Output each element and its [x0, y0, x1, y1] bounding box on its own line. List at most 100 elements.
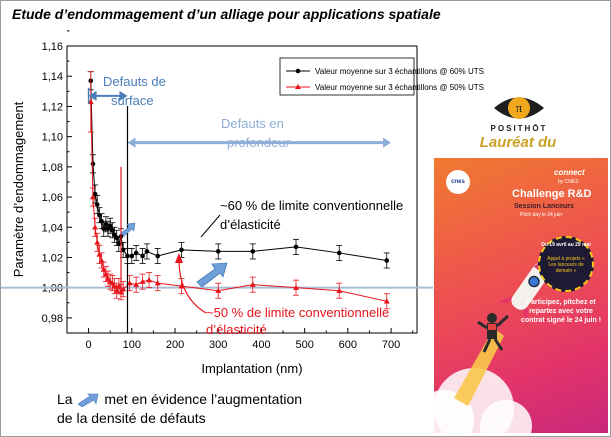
slide-title: Etude d’endommagement d’un alliage pour …	[12, 6, 441, 22]
depth-arrow-head-left	[127, 137, 136, 148]
data-point	[120, 247, 126, 253]
y-tick-label: 0,98	[42, 313, 63, 325]
data-point	[115, 283, 122, 289]
y-tick-label: 1,14	[42, 71, 63, 83]
annot-60-leader	[200, 214, 221, 238]
x-tick-label: 0	[86, 339, 92, 351]
data-point	[144, 249, 150, 254]
annot-depth-2: profondeur	[227, 135, 291, 150]
footnote-line1-before: La	[57, 391, 73, 407]
annot-60-2: d’élasticité	[220, 217, 281, 232]
annot-50-leader	[178, 258, 207, 314]
poster-cta: Participez, pitchez et repartez avec vot…	[520, 299, 602, 324]
series-layer	[87, 71, 390, 310]
data-point	[146, 277, 153, 283]
poster-subtitle: Session Lanceurs	[514, 203, 574, 210]
y-axis-label: Paramètre d’endommagement	[11, 101, 26, 277]
density-arrow-large	[196, 262, 228, 288]
data-point	[129, 253, 135, 259]
data-point	[113, 287, 120, 293]
x-tick-label: 700	[382, 339, 400, 351]
legend-marker	[295, 84, 301, 89]
data-point	[96, 251, 103, 257]
data-point	[336, 250, 342, 256]
series-line	[90, 80, 387, 261]
legend: Valeur moyenne sur 3 échantillons @ 60% …	[279, 57, 484, 96]
challenge-poster: cnes connect by CNES Challenge R&D Sessi…	[434, 158, 608, 433]
y-tick-label: 1,10	[42, 132, 63, 144]
footnote-line2: de la densité de défauts	[57, 410, 206, 426]
x-axis-label: Implantation (nm)	[201, 361, 302, 376]
data-point	[120, 286, 127, 292]
data-point	[109, 280, 116, 286]
positihot-logo: π POSITHŌT Lauréat du	[464, 91, 574, 151]
y-tick-label: 1,16	[42, 41, 63, 53]
y-tick-label: 1,08	[42, 162, 63, 174]
cnes-logo: cnes	[446, 170, 470, 194]
data-point	[133, 281, 140, 287]
data-point	[105, 275, 112, 281]
y-tick-label: 1,12	[42, 101, 63, 113]
logo-wordmark: POSITHŌT	[490, 124, 548, 133]
data-point	[336, 287, 343, 293]
plot-frame	[66, 45, 418, 334]
data-point	[215, 249, 221, 254]
annot-surface-1: Defauts de	[103, 74, 166, 89]
svg-text:π: π	[516, 100, 523, 115]
poster-title: Challenge R&D	[512, 188, 592, 200]
legend-marker	[295, 68, 301, 74]
axis-labels: Implantation (nm) Paramètre d’endommageme…	[11, 101, 303, 376]
data-point	[155, 253, 161, 259]
data-point	[383, 298, 390, 304]
data-point	[154, 280, 161, 286]
connect-logo: connect	[554, 168, 585, 177]
connect-sub: by CNES	[558, 179, 579, 185]
poster-badge: Du 19 avril au 29 mai Appel à projets « …	[538, 236, 594, 292]
data-point	[89, 194, 96, 200]
blue-arrow-icon	[77, 393, 99, 408]
data-point	[140, 253, 145, 259]
data-point	[110, 227, 115, 233]
data-point	[293, 284, 300, 290]
data-point	[98, 257, 105, 263]
data-point	[92, 224, 99, 230]
chart-axes: 0,981,001,021,041,061,081,101,121,141,16…	[42, 30, 418, 351]
data-point	[101, 226, 107, 232]
data-point	[384, 258, 390, 263]
x-tick-label: 400	[252, 339, 270, 351]
logo-tagline: Lauréat du	[479, 134, 557, 151]
annotation-layer: Defauts de surface Defauts en profondeur ~60…	[87, 74, 403, 337]
badge-text: Appel à projets « Les lanceurs de demain…	[547, 256, 585, 274]
annot-50-2: d’élasticité	[206, 322, 267, 337]
data-point	[179, 247, 184, 253]
annot-surface-2: surface	[111, 93, 154, 108]
footnote-line1-after: met en évidence l’augmentation	[104, 391, 303, 407]
annot-50-leader-head	[175, 253, 183, 263]
data-point	[250, 249, 256, 254]
surface-arrow-head-left	[88, 90, 97, 101]
annot-depth-1: Defauts en	[221, 116, 284, 131]
density-arrow-small	[120, 222, 136, 237]
eye-logo-icon: π	[494, 97, 544, 119]
y-tick-label: 1,04	[42, 222, 63, 234]
data-point	[133, 250, 139, 256]
y-tick-label: 1,06	[42, 192, 63, 204]
annot-60-1: ~60 % de limite conventionnelle	[220, 198, 403, 213]
data-point	[107, 223, 113, 229]
data-point	[94, 239, 101, 245]
data-point	[215, 287, 222, 293]
data-point	[249, 281, 256, 287]
x-tick-label: 100	[123, 339, 141, 351]
annot-50-1: ~50 % de limite conventionnelle	[206, 305, 389, 320]
x-tick-label: 300	[209, 339, 227, 351]
data-point	[178, 283, 185, 289]
data-point	[90, 161, 96, 167]
y-tick-label: 1,02	[42, 252, 63, 264]
x-tick-label: 200	[166, 339, 184, 351]
x-tick-label: 500	[295, 339, 313, 351]
x-tick-label: 600	[339, 339, 357, 351]
data-point	[100, 266, 107, 272]
footnote: La met en évidence l’augmentation de la …	[57, 390, 302, 428]
data-point	[139, 278, 146, 284]
